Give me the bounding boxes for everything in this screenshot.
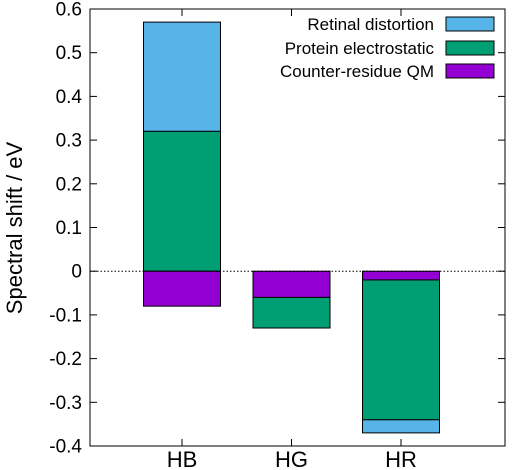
x-category-label: HG xyxy=(275,447,308,470)
y-axis-label: Spectral shift / eV xyxy=(2,141,27,314)
y-tick-label: 0.5 xyxy=(56,43,82,64)
y-tick-label: -0.2 xyxy=(49,349,82,370)
bar-segment-hb-retinal-distortion xyxy=(143,21,221,132)
bar-segment-hb-protein-electrostatic xyxy=(143,130,221,272)
y-tick-label: -0.4 xyxy=(49,437,82,458)
y-tick-label: -0.3 xyxy=(49,393,82,414)
y-tick-label: 0.1 xyxy=(56,218,82,239)
legend: Retinal distortion Protein electrostatic C… xyxy=(280,15,495,81)
bar-segment-hg-protein-electrostatic xyxy=(252,296,331,329)
y-tick-label: 0 xyxy=(71,262,82,283)
legend-label: Counter-residue QM xyxy=(280,62,434,81)
bar-segment-hr-retinal-distortion xyxy=(362,419,440,434)
y-tick-label: -0.1 xyxy=(49,305,82,326)
legend-swatch xyxy=(445,16,495,32)
y-tick-label: 0.6 xyxy=(56,0,82,21)
legend-swatch xyxy=(445,63,495,79)
y-tick-label: 0.3 xyxy=(56,131,82,152)
x-category-label: HB xyxy=(167,447,198,470)
bar-segment-hb-counter-residue-qm xyxy=(143,270,221,307)
y-tick-label: 0.4 xyxy=(56,87,83,108)
bar-segment-hr-protein-electrostatic xyxy=(362,279,440,421)
plot-frame xyxy=(89,8,506,447)
y-tick-label: 0.2 xyxy=(56,174,82,195)
legend-label: Protein electrostatic xyxy=(285,39,435,58)
bar-segment-hr-counter-residue-qm xyxy=(362,270,440,281)
legend-label: Retinal distortion xyxy=(307,15,434,34)
legend-swatch xyxy=(445,40,495,56)
x-category-label: HR xyxy=(385,447,417,470)
bar-segment-hg-counter-residue-qm xyxy=(252,270,331,298)
